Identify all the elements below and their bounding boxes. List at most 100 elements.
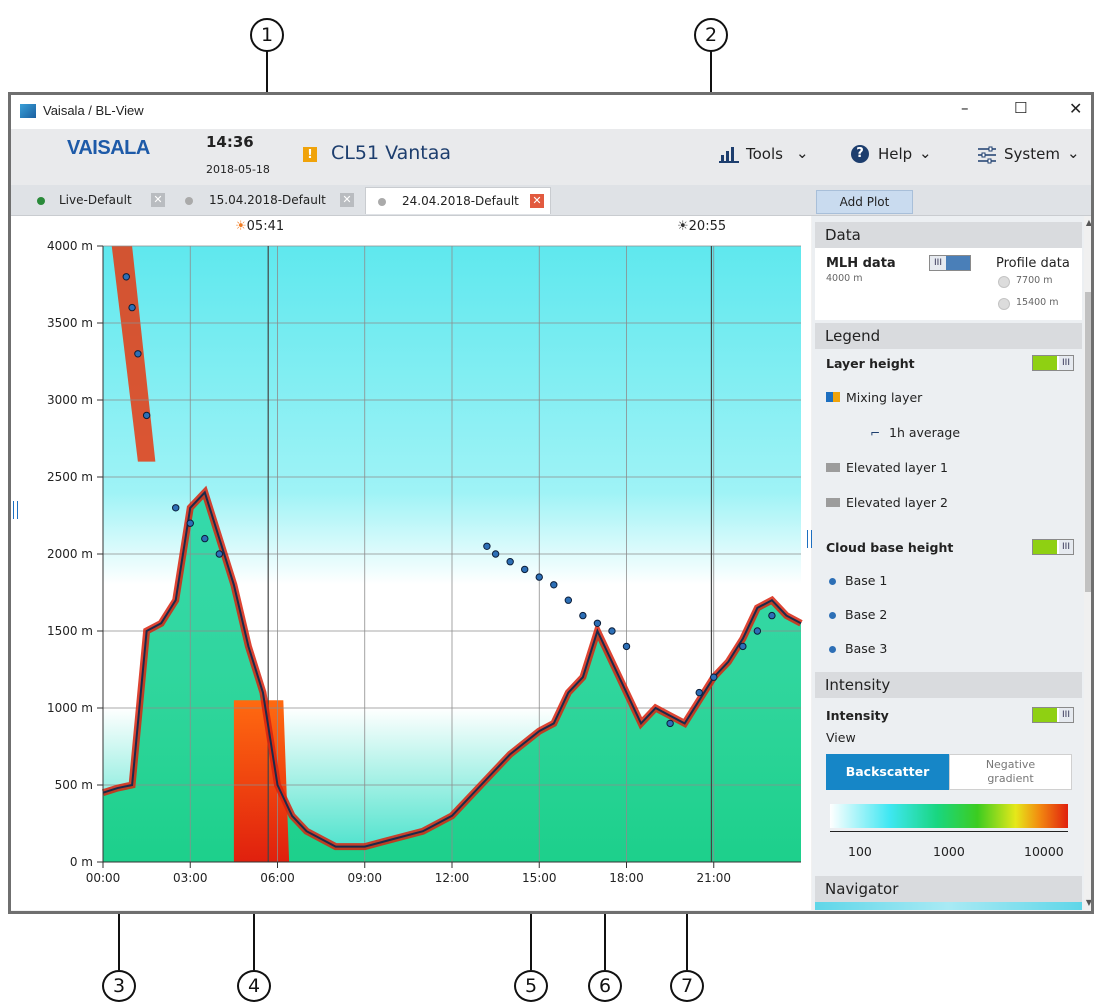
tab-live-default[interactable]: Live-Default ✕ (15, 187, 171, 214)
mlh-data-label: MLH data (826, 256, 896, 271)
cloud-base-point (201, 534, 209, 543)
base-1-icon (829, 578, 836, 585)
mlh-data-toggle[interactable]: III (929, 255, 971, 271)
scroll-up-icon[interactable]: ▲ (1085, 218, 1093, 227)
maximize-button[interactable]: ☐ (1014, 99, 1028, 117)
tab-close-icon[interactable]: ✕ (151, 193, 165, 207)
scale-label-1000: 1000 (933, 844, 965, 859)
sliders-icon (978, 146, 996, 164)
scrollbar-thumb[interactable] (1085, 292, 1091, 592)
y-tick-label: 1000 m (47, 701, 93, 715)
y-tick-label: 4000 m (47, 239, 93, 253)
backscatter-chart[interactable]: 0 m 500 m 1000 m 1500 m 2000 m 2500 m 3000 m 35… (11, 216, 811, 910)
sunset-marker: ☀20:55 (677, 219, 726, 234)
negative-gradient-button[interactable]: Negative gradient (949, 754, 1072, 790)
profile-option-7700: 7700 m (1016, 275, 1053, 286)
left-splitter-handle[interactable] (13, 501, 18, 519)
y-tick-label: 2000 m (47, 547, 93, 561)
cloud-base-toggle[interactable]: III (1032, 539, 1074, 555)
cloud-base-point (579, 611, 587, 620)
callout-2: 2 (694, 18, 728, 52)
scale-baseline (830, 831, 1068, 832)
x-tick-label: 06:00 (260, 871, 295, 885)
help-icon: ? (851, 145, 869, 163)
section-navigator-header[interactable]: Navigator (815, 876, 1082, 902)
tab-close-icon[interactable]: ✕ (340, 193, 354, 207)
add-plot-button[interactable]: Add Plot (816, 190, 913, 214)
plot-area: 0 m 500 m 1000 m 1500 m 2000 m 2500 m 3000 m 35… (11, 216, 811, 910)
minimize-button[interactable]: – (961, 99, 969, 117)
profile-data-label: Profile data (996, 256, 1070, 271)
x-tick-label: 09:00 (347, 871, 382, 885)
station-name: CL51 Vantaa (331, 142, 452, 164)
cloud-base-point (768, 611, 776, 620)
panel-splitter-handle[interactable] (807, 530, 812, 548)
tools-label: Tools (746, 145, 783, 163)
sunrise-marker: ☀05:41 (235, 219, 284, 234)
callout-1: 1 (250, 18, 284, 52)
mlh-data-value: 4000 m (826, 273, 863, 284)
mixing-layer-icon (826, 392, 840, 402)
one-hour-average-label: 1h average (889, 425, 961, 440)
sunrise-icon: ☀ (235, 219, 247, 234)
backscatter-button[interactable]: Backscatter (826, 754, 949, 790)
sunset-icon: ☀ (677, 219, 689, 234)
y-tick-label: 500 m (55, 778, 93, 792)
y-tick-label: 0 m (70, 855, 93, 869)
toggle-knob: III (930, 256, 946, 270)
tab-15-04-2018[interactable]: 15.04.2018-Default ✕ (173, 187, 363, 214)
section-legend-header[interactable]: Legend (815, 323, 1082, 349)
cloud-base-point (753, 627, 762, 635)
cloud-base-point (564, 596, 573, 604)
base-2-icon (829, 612, 836, 619)
base-2-label: Base 2 (845, 607, 888, 622)
tab-24-04-2018[interactable]: 24.04.2018-Default ✕ (365, 187, 551, 214)
elevated-layer-2-icon (826, 498, 840, 507)
cloud-base-point (186, 519, 194, 527)
title-bar: Vaisala / BL-View – ☐ ✕ (11, 95, 1091, 129)
callout-4: 4 (237, 970, 271, 1002)
tab-status-dot (378, 198, 386, 206)
cloud-base-point (593, 619, 602, 627)
intensity-toggle[interactable]: III (1032, 707, 1074, 723)
cloud-base-point (739, 642, 747, 651)
tab-label: 24.04.2018-Default (402, 194, 519, 208)
scroll-down-icon[interactable]: ▼ (1085, 898, 1093, 907)
callout-3: 3 (102, 970, 136, 1002)
intensity-label: Intensity (826, 708, 889, 723)
callout-5: 5 (514, 970, 548, 1002)
sunset-time: 20:55 (688, 219, 727, 234)
cloud-base-point (521, 565, 529, 574)
profile-radio-15400[interactable] (998, 298, 1010, 310)
close-button[interactable]: ✕ (1069, 99, 1083, 118)
callout-7: 7 (670, 970, 704, 1002)
vaisala-logo: VAISALA (67, 137, 150, 159)
y-tick-label: 1500 m (47, 624, 93, 638)
x-tick-label: 03:00 (173, 871, 208, 885)
step-line-icon: ⌐ (870, 426, 881, 440)
high-intensity-plume (111, 246, 156, 462)
cloud-base-point (666, 719, 674, 728)
base-1-label: Base 1 (845, 573, 888, 588)
mixing-layer-label: Mixing layer (846, 390, 923, 405)
layer-height-label: Layer height (826, 356, 915, 371)
profile-radio-7700[interactable] (998, 276, 1010, 288)
panel-scrollbar[interactable]: ▲ ▼ (1084, 216, 1093, 910)
section-data-header[interactable]: Data (815, 222, 1082, 248)
base-3-icon (829, 646, 836, 653)
section-intensity-header[interactable]: Intensity (815, 672, 1082, 698)
x-tick-label: 00:00 (86, 871, 121, 885)
layer-height-toggle[interactable]: III (1032, 355, 1074, 371)
cloud-base-point (550, 581, 558, 589)
cloud-base-point (134, 350, 142, 358)
tab-label: Live-Default (59, 193, 132, 207)
clock-date: 2018-05-18 (206, 163, 270, 176)
cloud-base-point (710, 673, 718, 681)
base-3-label: Base 3 (845, 641, 888, 656)
profile-option-15400: 15400 m (1016, 297, 1059, 308)
alert-icon[interactable]: ! (303, 147, 317, 162)
cloud-base-point (608, 627, 616, 635)
tab-bar: Live-Default ✕ 15.04.2018-Default ✕ 24.0… (11, 185, 1091, 216)
tab-close-icon[interactable]: ✕ (530, 194, 544, 208)
y-tick-label: 2500 m (47, 470, 93, 484)
